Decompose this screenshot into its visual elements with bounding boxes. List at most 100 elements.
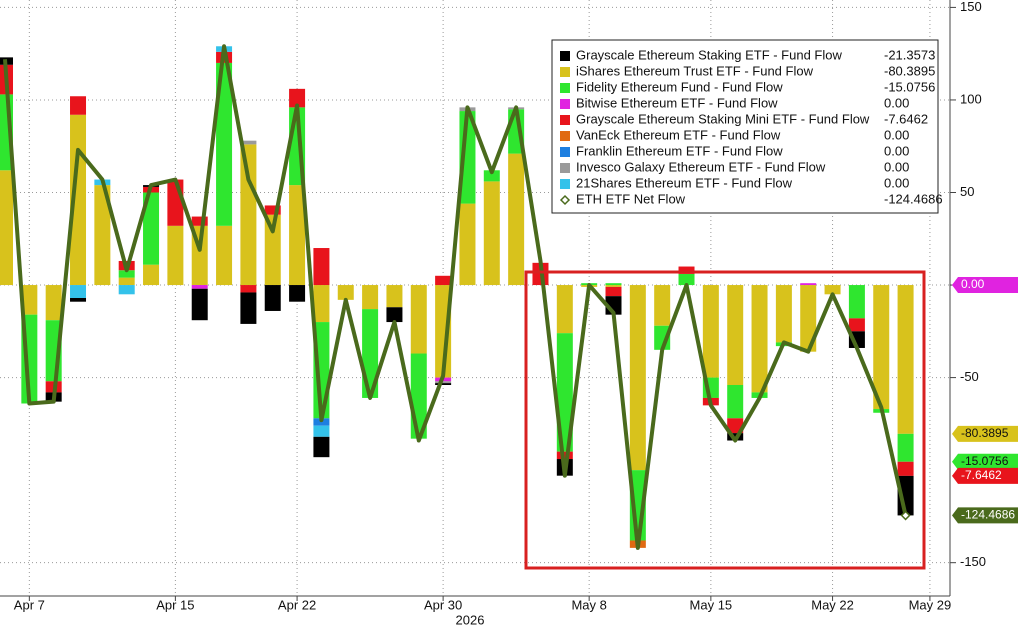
- bar-segment: [897, 285, 914, 434]
- bar-segment: [167, 179, 184, 226]
- x-tick-label: Apr 22: [278, 597, 316, 612]
- value-tag-label: 0.00: [961, 277, 985, 291]
- net-flow-line: [3, 44, 908, 550]
- bar-segment: [873, 285, 890, 410]
- bar-segment: [727, 418, 744, 434]
- y-tick-label: 100: [960, 91, 982, 106]
- legend-label: Franklin Ethereum ETF - Fund Flow: [576, 143, 783, 158]
- bar-segment: [800, 283, 817, 286]
- bar-segment: [191, 216, 208, 226]
- bar-segment: [289, 185, 306, 286]
- bar-segment: [556, 285, 573, 334]
- bar-segment: [727, 384, 744, 419]
- legend-label: VanEck Ethereum ETF - Fund Flow: [576, 127, 781, 142]
- y-tick-label: 150: [960, 0, 982, 14]
- legend-value: -7.6462: [884, 111, 928, 126]
- legend-marker: [560, 83, 570, 93]
- legend-marker: [559, 194, 571, 206]
- bar-segment: [629, 285, 646, 471]
- bar-segment: [118, 270, 135, 278]
- value-tag-label: -80.3895: [961, 426, 1009, 440]
- value-tag: [952, 467, 1018, 484]
- legend-label: Fidelity Ethereum Fund - Fund Flow: [576, 79, 783, 94]
- x-tick-label: Apr 7: [14, 597, 45, 612]
- legend: Grayscale Ethereum Staking ETF - Fund Fl…: [551, 39, 943, 214]
- bar-segment: [727, 285, 744, 385]
- marks: [0, 44, 914, 550]
- bar-segment: [605, 286, 622, 297]
- legend-value: -15.0756: [884, 79, 935, 94]
- legend-value: 0.00: [884, 127, 909, 142]
- bar-segment: [483, 170, 500, 182]
- legend-label: iShares Ethereum Trust ETF - Fund Flow: [576, 63, 814, 78]
- bar-segment: [605, 285, 622, 287]
- bar-segment: [143, 192, 160, 265]
- legend-label: 21Shares Ethereum ETF - Fund Flow: [576, 175, 793, 190]
- bar-segment: [313, 425, 330, 437]
- bar-segment: [508, 153, 525, 286]
- bar-segment: [751, 285, 768, 393]
- bar-segment: [435, 381, 452, 384]
- legend-value: 0.00: [884, 159, 909, 174]
- legend-value: -80.3895: [884, 63, 935, 78]
- bar-segment: [897, 461, 914, 476]
- value-tag: [952, 277, 1018, 294]
- legend-marker: [560, 163, 570, 173]
- y-tick-label: -150: [960, 554, 986, 569]
- bar-segment: [775, 285, 792, 343]
- value-tag-label: -7.6462: [961, 468, 1002, 482]
- bar-segment: [386, 285, 403, 308]
- bar-segment: [240, 285, 257, 293]
- bar-segment: [313, 248, 330, 286]
- legend-marker: [560, 115, 570, 125]
- bar-segment: [240, 292, 257, 324]
- x-tick-label: May 29: [909, 597, 952, 612]
- bar-segment: [800, 285, 817, 352]
- x-tick-label: May 22: [811, 597, 854, 612]
- legend-marker: [560, 131, 570, 141]
- legend-value: -21.3573: [884, 47, 935, 62]
- bar-segment: [264, 285, 281, 311]
- value-tag: [952, 453, 1018, 470]
- tags: -80.3895 -15.0756 0.00 -7.6462 -124.4686: [952, 277, 1018, 524]
- legend-label: Grayscale Ethereum Staking ETF - Fund Fl…: [576, 47, 842, 62]
- value-tag: [952, 507, 1018, 524]
- bar-segment: [678, 273, 695, 286]
- bar-segment: [848, 318, 865, 332]
- bar-segment: [118, 285, 135, 295]
- bar-segment: [605, 283, 622, 286]
- legend-value: -124.4686: [884, 191, 943, 206]
- x-tick-label: Apr 15: [156, 597, 194, 612]
- bar-segment: [289, 88, 306, 108]
- legend-value: 0.00: [884, 175, 909, 190]
- bar-segment: [897, 433, 914, 462]
- bar-segment: [70, 96, 87, 115]
- bar-segment: [118, 277, 135, 286]
- year-label: 2026: [456, 612, 485, 627]
- bar-segment: [240, 144, 257, 286]
- bar-segment: [216, 62, 233, 226]
- bar-segment: [216, 225, 233, 286]
- legend-label: ETH ETF Net Flow: [576, 191, 686, 206]
- bar-segment: [702, 285, 719, 378]
- legend-label: Bitwise Ethereum ETF - Fund Flow: [576, 95, 778, 110]
- end-marker: [900, 510, 911, 521]
- bar-segment: [435, 383, 452, 385]
- bar-segment: [264, 214, 281, 286]
- legend-value: 0.00: [884, 143, 909, 158]
- bar-segment: [362, 285, 379, 310]
- grid: [0, 0, 950, 596]
- bar-segment: [483, 181, 500, 286]
- bar-segment: [143, 264, 160, 286]
- bar-segment: [435, 285, 452, 378]
- legend-marker: [560, 67, 570, 77]
- bar-segment: [94, 185, 111, 286]
- bar-segment: [191, 285, 208, 289]
- bar-segment: [0, 170, 13, 286]
- bar-segment: [289, 285, 306, 302]
- legend-marker: [560, 179, 570, 189]
- bar-segment: [240, 140, 257, 145]
- bar-segment: [191, 288, 208, 321]
- legend-marker: [560, 99, 570, 109]
